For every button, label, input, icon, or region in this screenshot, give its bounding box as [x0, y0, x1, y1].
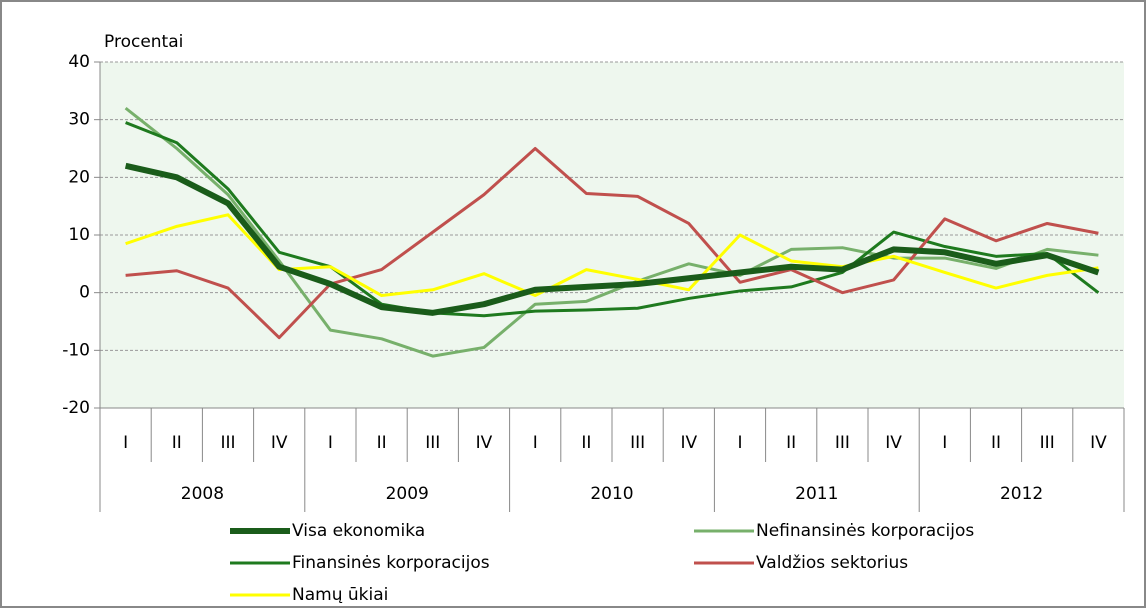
y-axis-label: Procentai: [104, 32, 183, 52]
x-tick-label: II: [581, 433, 591, 453]
group-label: 2009: [386, 484, 429, 504]
x-tick-label: III: [425, 433, 440, 453]
legend-label: Visa ekonomika: [292, 521, 425, 541]
x-tick-label: I: [533, 433, 538, 453]
y-tick-label: 30: [68, 110, 90, 130]
y-tick-label: -10: [62, 340, 90, 360]
series-line: [125, 147, 1099, 340]
x-tick-label: IV: [885, 433, 902, 453]
x-tick-label: I: [942, 433, 947, 453]
group-label: 2010: [590, 484, 633, 504]
x-tick-label: III: [630, 433, 645, 453]
x-tick-label: II: [377, 433, 387, 453]
x-tick-label: II: [172, 433, 182, 453]
series-line: [124, 162, 1100, 316]
y-tick-label: 20: [68, 167, 90, 187]
y-tick-label: 40: [68, 52, 90, 72]
y-tick-label: -20: [62, 398, 90, 418]
legend-label: Nefinansinės korporacijos: [756, 521, 974, 541]
x-tick-label: II: [786, 433, 796, 453]
group-label: 2011: [795, 484, 838, 504]
x-tick-label: IV: [476, 433, 493, 453]
x-tick-label: III: [220, 433, 235, 453]
y-tick-label: 10: [68, 225, 90, 245]
series-line: [125, 121, 1100, 318]
y-tick-label: 0: [79, 283, 90, 303]
x-tick-label: II: [991, 433, 1001, 453]
x-tick-label: I: [123, 433, 128, 453]
x-tick-label: I: [328, 433, 333, 453]
x-tick-label: IV: [1090, 433, 1107, 453]
x-tick-label: III: [1040, 433, 1055, 453]
group-label: 2012: [1000, 484, 1043, 504]
x-tick-label: I: [737, 433, 742, 453]
legend-label: Finansinės korporacijos: [292, 553, 490, 573]
x-tick-label: IV: [680, 433, 697, 453]
x-tick-label: III: [835, 433, 850, 453]
legend-label: Valdžios sektorius: [756, 553, 908, 573]
group-label: 2008: [181, 484, 224, 504]
x-tick-label: IV: [271, 433, 288, 453]
legend-label: Namų ūkiai: [292, 585, 388, 605]
